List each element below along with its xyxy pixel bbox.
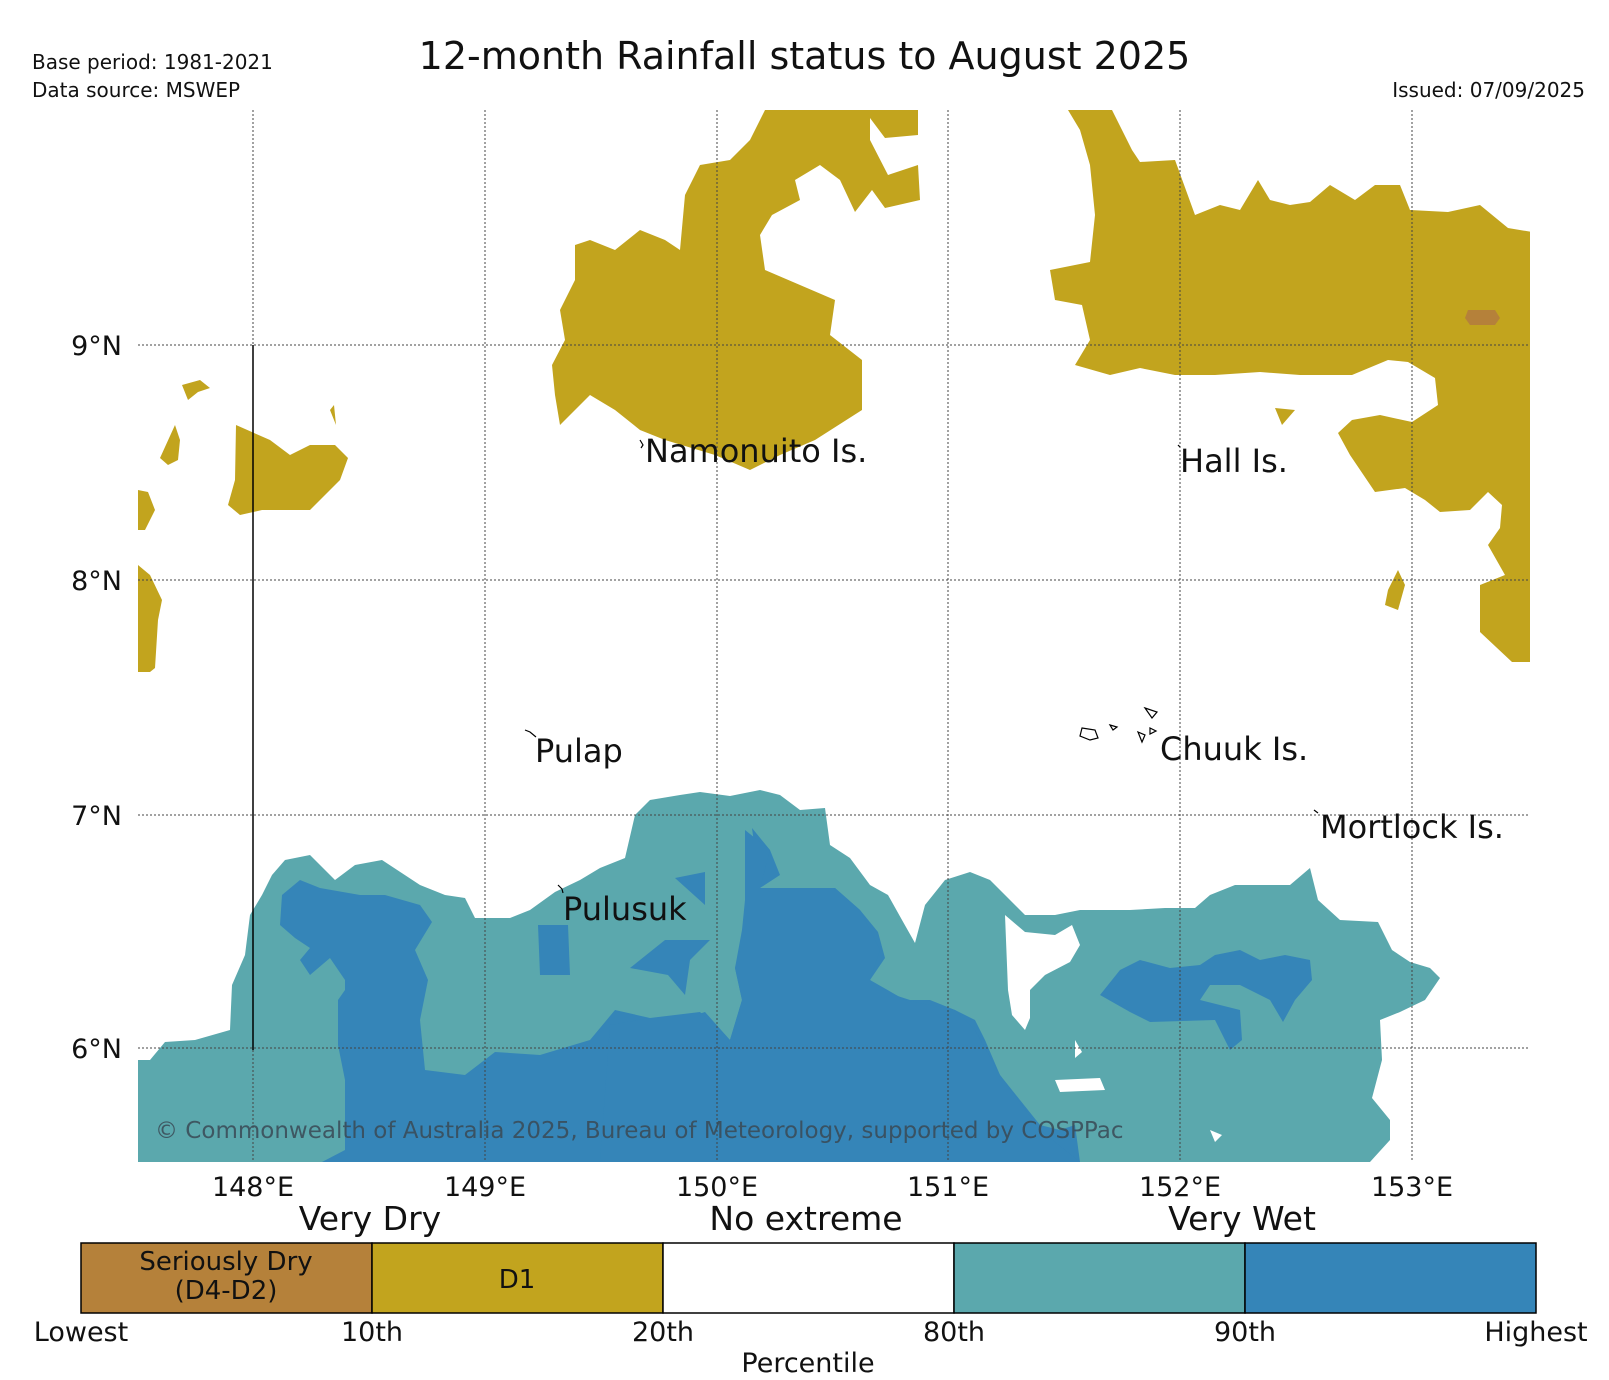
legend-box-90th xyxy=(1244,1242,1537,1314)
legend-tick-20th: 20th xyxy=(632,1317,694,1348)
lat-label-9n: 9°N xyxy=(71,331,122,362)
issued-date: Issued: 07/09/2025 xyxy=(1392,78,1585,102)
data-source-note: Data source: MSWEP xyxy=(32,78,241,102)
legend-group-very-dry: Very Dry xyxy=(299,1199,441,1238)
no-extreme-hole-a xyxy=(1005,915,1080,1030)
legend-tick-highest: Highest xyxy=(1484,1317,1587,1348)
wet-region-90th-core xyxy=(600,830,1080,1162)
legend-tick-90th: 90th xyxy=(1214,1317,1276,1348)
lat-label-7n: 7°N xyxy=(71,801,122,832)
island-outlines xyxy=(524,439,1319,894)
lon-label-152e: 152°E xyxy=(1139,1172,1221,1203)
dry-region-north-central xyxy=(552,110,920,470)
legend-box-sublabel-seriously-dry: (D4-D2) xyxy=(175,1276,278,1306)
legend-box-label-seriously-dry: Seriously Dry xyxy=(139,1247,312,1277)
place-label-namonuito: Namonuito Is. xyxy=(645,432,867,470)
legend-tick-10th: 10th xyxy=(341,1317,403,1348)
lon-label-148e: 148°E xyxy=(212,1172,294,1203)
legend-box-no-extreme xyxy=(662,1242,955,1314)
legend-tick-80th: 80th xyxy=(923,1317,985,1348)
copyright-notice: © Commonwealth of Australia 2025, Bureau… xyxy=(155,1118,1124,1144)
lon-label-149e: 149°E xyxy=(444,1172,526,1203)
lat-label-6n: 6°N xyxy=(71,1034,122,1065)
wet-region-90th-east xyxy=(1100,950,1312,1050)
legend-group-no-extreme: No extreme xyxy=(709,1199,902,1238)
lat-label-8n: 8°N xyxy=(71,566,122,597)
legend-axis-title: Percentile xyxy=(741,1348,874,1379)
legend-colorbar xyxy=(80,1242,1537,1314)
seriously-dry-spot xyxy=(1465,310,1500,325)
legend-box-label-d1: D1 xyxy=(499,1265,536,1295)
legend-box-d1 xyxy=(371,1242,664,1314)
place-label-pulusuk: Pulusuk xyxy=(563,890,687,928)
wet-region-90th-small-c xyxy=(675,872,705,905)
lon-label-151e: 151°E xyxy=(907,1172,989,1203)
legend-tick-lowest: Lowest xyxy=(34,1317,128,1348)
place-label-mortlock: Mortlock Is. xyxy=(1320,808,1504,846)
base-period-note: Base period: 1981-2021 xyxy=(32,50,273,74)
map-title: 12-month Rainfall status to August 2025 xyxy=(418,34,1191,78)
legend-group-very-wet: Very Wet xyxy=(1168,1199,1316,1238)
legend-box-80th xyxy=(953,1242,1246,1314)
place-label-hall: Hall Is. xyxy=(1180,442,1288,480)
lon-label-150e: 150°E xyxy=(676,1172,758,1203)
lon-label-153e: 153°E xyxy=(1371,1172,1453,1203)
wet-region-90th-small-b xyxy=(630,940,710,995)
wet-region-90th-small-a xyxy=(538,925,570,975)
dry-region-west xyxy=(138,380,348,672)
dry-region-east-small xyxy=(1275,408,1405,610)
place-label-chuuk: Chuuk Is. xyxy=(1160,730,1308,768)
place-label-pulap: Pulap xyxy=(535,732,623,770)
legend-box-seriously-dry xyxy=(80,1242,373,1314)
dry-region-north-east xyxy=(1050,110,1530,662)
